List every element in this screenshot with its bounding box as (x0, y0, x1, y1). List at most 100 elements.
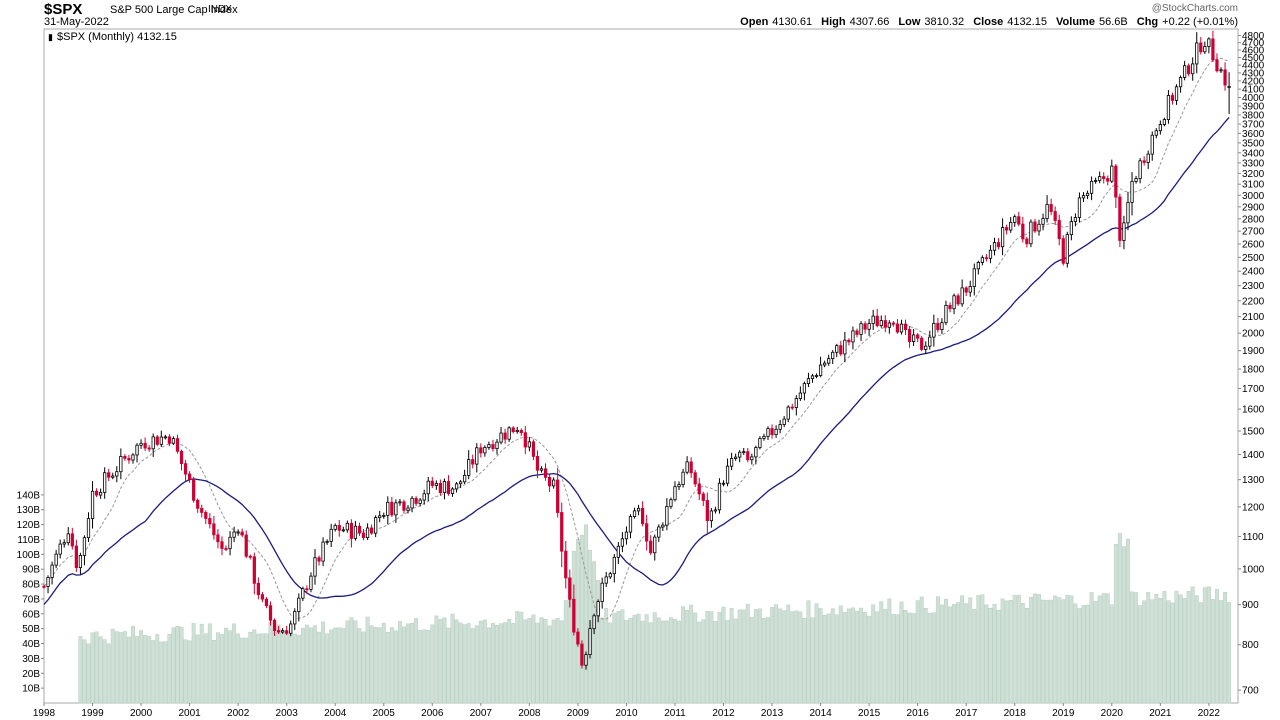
volume-bar (321, 621, 326, 704)
candle-body (1203, 46, 1207, 53)
volume-bar (86, 643, 91, 704)
candle-body (341, 529, 345, 532)
volume-bar (931, 612, 936, 704)
candle-body (823, 362, 827, 366)
candle-body (592, 615, 596, 630)
candle-body (701, 493, 705, 501)
candle-body (1089, 180, 1094, 194)
candle-body (115, 471, 119, 477)
candle-body (636, 507, 641, 512)
candle-body (349, 522, 354, 539)
candle-body (928, 336, 932, 347)
candle-body (786, 406, 790, 420)
volume-bar (1214, 588, 1219, 704)
candle-body (762, 435, 766, 439)
volume-bar (794, 610, 799, 704)
candle-body (155, 436, 159, 445)
plot-frame (43, 28, 1239, 704)
candle-icon: ▮ (48, 32, 53, 42)
candle-body (179, 450, 184, 465)
candle-body (135, 444, 139, 456)
candle-body (119, 455, 123, 473)
candle-body (1130, 181, 1134, 203)
candle-body (454, 483, 459, 490)
candle-body (471, 459, 475, 465)
candle-body (1033, 221, 1037, 232)
volume-bar (992, 603, 997, 704)
chg-value: +0.22 (+0.01%) (1162, 16, 1238, 28)
price-tick-label: 4200 (1242, 76, 1265, 87)
candle-body (709, 510, 713, 522)
candle-body (345, 522, 349, 531)
volume-bar (369, 625, 374, 704)
candle-body (916, 334, 920, 339)
volume-bar (450, 613, 455, 704)
candle-body (774, 428, 778, 436)
price-tick-label: 3200 (1242, 169, 1265, 180)
volume-bar (1126, 538, 1130, 704)
volume-bar (446, 627, 451, 704)
candle-body (588, 628, 592, 655)
volume-bar (418, 629, 423, 704)
volume-bar (215, 632, 220, 704)
candle-body (422, 493, 426, 501)
volume-bar (389, 627, 394, 704)
x-tick-label: 2009 (567, 708, 590, 719)
candle-body (66, 533, 70, 544)
candle-body (697, 483, 701, 495)
volume-bar (729, 608, 734, 704)
candle-body (70, 533, 74, 547)
candle-body (539, 468, 544, 471)
volume-bar (1182, 598, 1187, 704)
volume-bar (770, 607, 775, 704)
candle-body (523, 432, 527, 448)
volume-bar (1101, 593, 1106, 704)
open-label: Open (740, 16, 769, 28)
candle-body (984, 257, 989, 260)
candle-body (228, 536, 232, 550)
volume-tick-label: 50B (22, 624, 40, 635)
volume-bar (325, 633, 330, 704)
candle-body (127, 458, 131, 461)
volume-bar (814, 603, 819, 704)
volume-bar (919, 596, 924, 704)
volume-bar (1089, 592, 1094, 704)
volume-bar (883, 609, 888, 704)
volume-bar (1020, 602, 1025, 704)
candle-body (920, 337, 924, 350)
volume-bar (778, 608, 783, 704)
candle-body (556, 479, 560, 513)
candle-body (414, 497, 418, 504)
candle-body (378, 515, 382, 518)
volume-bar (1202, 587, 1207, 704)
candle-body (738, 451, 742, 458)
volume-bar (1146, 592, 1151, 704)
volume-bar (397, 621, 402, 704)
price-tick-label: 2800 (1242, 214, 1265, 225)
candle-body (1021, 223, 1025, 240)
volume-bar (790, 611, 795, 704)
candle-body (1073, 217, 1078, 222)
volume-bar (952, 603, 957, 704)
candle-body (1053, 211, 1057, 221)
volume-bar (681, 606, 686, 704)
volume-bar (478, 620, 483, 704)
candle-body (111, 475, 115, 478)
candle-body (58, 543, 62, 555)
candle-body (766, 428, 770, 437)
candle-body (1223, 69, 1227, 86)
volume-bar (1049, 599, 1054, 704)
price-tick-label: 1900 (1242, 346, 1265, 357)
x-tick-label: 2002 (227, 708, 250, 719)
candle-body (1061, 238, 1065, 264)
volume-bar (1227, 602, 1232, 704)
volume-bar (656, 617, 661, 704)
volume-bar (1117, 533, 1122, 704)
candle-body (438, 483, 443, 493)
candle-body (103, 472, 107, 493)
volume-bar (304, 624, 309, 704)
candle-body (1081, 195, 1086, 199)
volume-bar (871, 604, 876, 704)
candle-body (612, 556, 616, 575)
